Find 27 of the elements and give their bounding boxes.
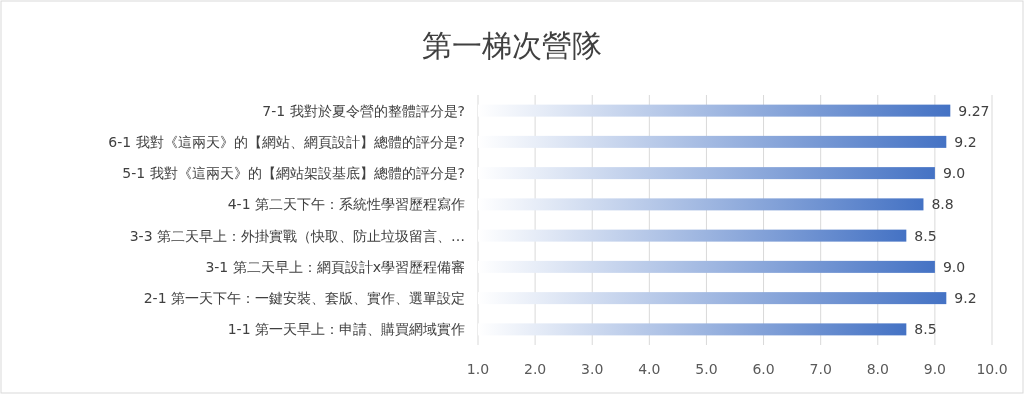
data-label: 9.0 bbox=[942, 165, 966, 182]
y-tick-label: 2-1 第一天下午：一鍵安裝、套版、實作、選單設定 bbox=[143, 290, 465, 307]
y-tick-label: 3-1 第二天早上：網頁設計x學習歷程備審 bbox=[205, 258, 465, 275]
data-label: 8.5 bbox=[914, 227, 937, 244]
data-label: 9.0 bbox=[942, 258, 966, 275]
x-tick-label: 2.0 bbox=[523, 361, 547, 377]
x-tick-label: 1.0 bbox=[466, 361, 490, 377]
data-label: 9.27 bbox=[958, 102, 990, 119]
x-tick-label: 6.0 bbox=[752, 361, 775, 377]
y-tick-label: 6-1 我對《這兩天》的【網站、網頁設計】總體的評分是? bbox=[108, 133, 465, 150]
y-tick-label: 4-1 第二天下午：系統性學習歷程寫作 bbox=[227, 196, 465, 213]
y-tick-label: 5-1 我對《這兩天》的【網站架設基底】總體的評分是? bbox=[122, 165, 465, 182]
data-label: 9.2 bbox=[954, 290, 977, 307]
x-tick-label: 7.0 bbox=[809, 361, 832, 377]
x-tick-label: 10.0 bbox=[976, 361, 1008, 377]
x-tick-label: 3.0 bbox=[581, 361, 604, 377]
x-tick-label: 9.0 bbox=[923, 361, 947, 377]
chart-title: 第一梯次營隊 bbox=[422, 28, 602, 63]
x-tick-label: 4.0 bbox=[638, 361, 661, 377]
y-tick-label: 1-1 第一天早上：申請、購買網域實作 bbox=[227, 321, 465, 338]
x-tick-label: 5.0 bbox=[695, 361, 718, 377]
y-tick-label: 7-1 我對於夏令營的整體評分是? bbox=[262, 102, 465, 119]
data-label: 8.8 bbox=[931, 196, 954, 213]
y-tick-label: 3-3 第二天早上：外掛實戰（快取、防止垃圾留言、… bbox=[129, 227, 465, 244]
data-label: 9.2 bbox=[954, 133, 977, 150]
x-tick-label: 8.0 bbox=[866, 361, 889, 377]
data-label: 8.5 bbox=[914, 321, 937, 338]
